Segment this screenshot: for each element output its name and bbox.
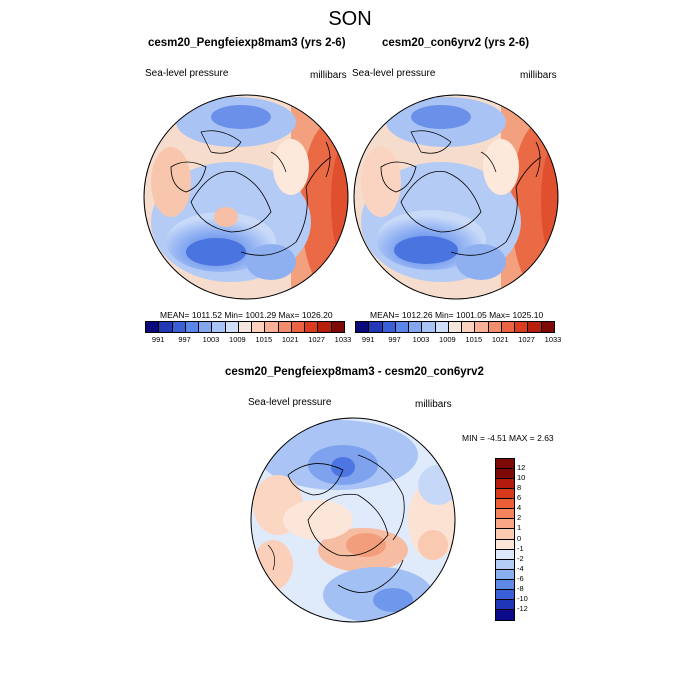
panel2-title: cesm20_con6yrv2 (yrs 2-6) bbox=[382, 37, 530, 49]
colorbar-swatch bbox=[496, 469, 514, 480]
colorbar-swatch bbox=[305, 322, 319, 332]
colorbar-swatch bbox=[185, 322, 200, 332]
colorbar-swatch bbox=[541, 322, 554, 332]
colorbar-tick-label: 2 bbox=[517, 513, 522, 523]
panel3-stats: MIN = -4.51 MAX = 2.63 bbox=[462, 433, 554, 443]
colorbar-swatch bbox=[496, 459, 514, 470]
colorbar-swatch bbox=[291, 322, 306, 332]
colorbar-swatch bbox=[462, 322, 476, 332]
colorbar-tick-label: 1 bbox=[517, 523, 522, 533]
panel1-stats: MEAN= 1011.52 Min= 1001.29 Max= 1026.20 bbox=[160, 310, 333, 320]
panel3-title: cesm20_Pengfeiexp8mam3 - cesm20_con6yrv2 bbox=[225, 366, 484, 378]
colorbar-tick-label: -4 bbox=[517, 563, 524, 573]
colorbar-swatch bbox=[496, 609, 514, 620]
panel2-polar-map bbox=[353, 94, 559, 300]
colorbar-swatch bbox=[496, 479, 514, 490]
colorbar-swatch bbox=[409, 322, 423, 332]
panel3-polar-map bbox=[250, 417, 456, 623]
colorbar-swatch bbox=[496, 509, 514, 520]
colorbar-swatch bbox=[496, 599, 514, 610]
colorbar-tick-label: 997 bbox=[178, 335, 191, 344]
colorbar-swatch bbox=[501, 322, 516, 332]
colorbar-tick-label: 1021 bbox=[491, 335, 509, 344]
colorbar-swatch bbox=[369, 322, 383, 332]
panel2-variable-label: Sea-level pressure bbox=[352, 68, 436, 79]
colorbar-tick-label: 997 bbox=[388, 335, 401, 344]
colorbar-tick-label: 1027 bbox=[518, 335, 535, 344]
colorbar-tick-label: 1015 bbox=[255, 335, 273, 344]
colorbar-swatch bbox=[252, 322, 266, 332]
colorbar-swatch bbox=[496, 589, 514, 600]
panel2-colorbar bbox=[355, 321, 555, 333]
colorbar-swatch bbox=[448, 322, 463, 332]
colorbar-swatch bbox=[528, 322, 542, 332]
colorbar-tick-label: 6 bbox=[517, 493, 522, 503]
colorbar-swatch bbox=[488, 322, 502, 332]
colorbar-tick-label: 1003 bbox=[412, 335, 430, 344]
colorbar-tick-label: -12 bbox=[517, 603, 528, 613]
colorbar-swatch bbox=[331, 322, 344, 332]
colorbar-tick-label: 991 bbox=[361, 335, 375, 344]
colorbar-swatch bbox=[172, 322, 186, 332]
panel1-units-label: millibars bbox=[310, 70, 347, 81]
colorbar-swatch bbox=[496, 569, 514, 580]
colorbar-swatch bbox=[422, 322, 436, 332]
panel3-units-label: millibars bbox=[415, 399, 452, 410]
colorbar-tick-label: 1009 bbox=[229, 335, 246, 344]
colorbar-tick-label: 4 bbox=[517, 503, 522, 513]
colorbar-tick-label: -8 bbox=[517, 583, 524, 593]
panel1-variable-label: Sea-level pressure bbox=[145, 68, 229, 79]
colorbar-swatch bbox=[496, 539, 514, 550]
panel1-colorbar bbox=[145, 321, 345, 333]
panel1-polar-map bbox=[143, 94, 349, 300]
colorbar-tick-label: 1033 bbox=[544, 335, 562, 344]
colorbar-tick-label: -1 bbox=[517, 543, 524, 553]
colorbar-swatch bbox=[496, 519, 514, 530]
colorbar-swatch bbox=[238, 322, 253, 332]
colorbar-tick-label: -6 bbox=[517, 573, 524, 583]
colorbar-swatch bbox=[496, 489, 514, 500]
colorbar-tick-label: 12 bbox=[517, 463, 526, 473]
colorbar-tick-label: 1027 bbox=[308, 335, 325, 344]
colorbar-swatch bbox=[496, 579, 514, 590]
colorbar-tick-label: -2 bbox=[517, 553, 524, 563]
colorbar-swatch bbox=[496, 549, 514, 560]
panel3-colorbar bbox=[495, 458, 515, 621]
figure-title: SON bbox=[328, 8, 372, 30]
colorbar-swatch bbox=[265, 322, 279, 332]
colorbar-tick-label: 991 bbox=[151, 335, 165, 344]
panel1-title: cesm20_Pengfeiexp8mam3 (yrs 2-6) bbox=[148, 37, 346, 49]
colorbar-swatch bbox=[496, 559, 514, 570]
colorbar-tick-label: 10 bbox=[517, 473, 526, 483]
panel3-variable-label: Sea-level pressure bbox=[248, 397, 332, 408]
colorbar-tick-label: 1033 bbox=[334, 335, 352, 344]
colorbar-swatch bbox=[382, 322, 396, 332]
colorbar-swatch bbox=[435, 322, 449, 332]
colorbar-swatch bbox=[146, 322, 160, 332]
colorbar-swatch bbox=[318, 322, 332, 332]
colorbar-tick-label: 8 bbox=[517, 483, 522, 493]
panel2-stats: MEAN= 1012.26 Min= 1001.05 Max= 1025.10 bbox=[370, 310, 544, 320]
colorbar-swatch bbox=[159, 322, 173, 332]
colorbar-swatch bbox=[225, 322, 239, 332]
colorbar-tick-label: 1015 bbox=[465, 335, 483, 344]
colorbar-swatch bbox=[475, 322, 489, 332]
colorbar-tick-label: 1009 bbox=[439, 335, 456, 344]
colorbar-tick-label: 1021 bbox=[281, 335, 299, 344]
colorbar-tick-label: 1003 bbox=[202, 335, 220, 344]
colorbar-tick-label: 0 bbox=[517, 533, 522, 543]
panel2-units-label: millibars bbox=[520, 70, 557, 81]
colorbar-swatch bbox=[212, 322, 226, 332]
colorbar-tick-label: -10 bbox=[517, 593, 528, 603]
colorbar-swatch bbox=[199, 322, 213, 332]
colorbar-swatch bbox=[496, 499, 514, 510]
colorbar-swatch bbox=[496, 529, 514, 540]
colorbar-swatch bbox=[515, 322, 529, 332]
colorbar-swatch bbox=[278, 322, 292, 332]
colorbar-swatch bbox=[395, 322, 410, 332]
colorbar-swatch bbox=[356, 322, 370, 332]
